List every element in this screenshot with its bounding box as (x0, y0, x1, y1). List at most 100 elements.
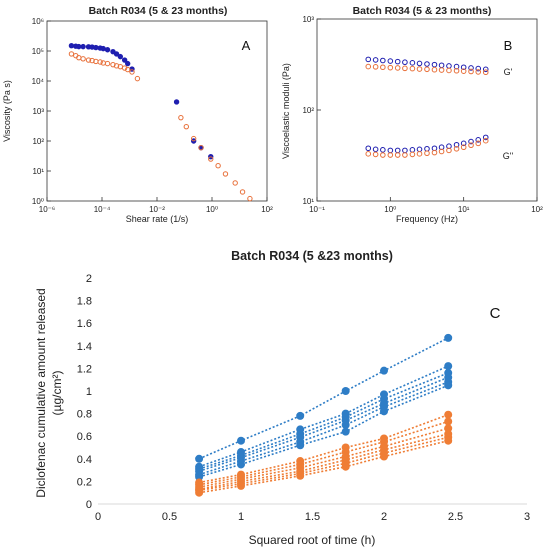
panel-b-point (468, 68, 474, 75)
panel-c-ytick-label: 0.2 (77, 476, 92, 488)
panel-b-point (453, 145, 460, 152)
panel-b-chart: Batch R034 (5 & 23 months) B G' G'' Freq… (281, 5, 543, 224)
panel-b-point (460, 64, 467, 71)
panel-c-point (444, 417, 453, 426)
panel-c-xtick-label: 1.5 (305, 511, 320, 523)
panel-b-point (409, 60, 416, 66)
panel-a-ytick-label: 10⁴ (32, 77, 45, 86)
panel-c-point (341, 462, 350, 471)
panel-b-point (475, 65, 482, 72)
panel-b-point (446, 67, 452, 74)
panel-a-xlabel: Shear rate (1/s) (126, 214, 189, 224)
panel-a-xtick-label: 10⁻⁴ (94, 205, 111, 214)
panel-a-point (215, 163, 221, 169)
panel-a-xtick-label: 10⁻² (149, 205, 165, 214)
panel-a-point (100, 45, 106, 52)
panel-c-ytick-label: 1.2 (77, 363, 92, 375)
panel-c-point (380, 366, 388, 375)
panel-b-point (416, 151, 423, 157)
panel-a-point (134, 75, 141, 82)
panel-c-ytick-label: 0.8 (77, 409, 92, 421)
panel-c-xtick-label: 0.5 (162, 511, 177, 523)
panel-a-xtick-label: 10² (261, 205, 273, 214)
panel-b-point (460, 140, 467, 147)
panel-b-ylabel: Viscoelastic moduli (Pa) (281, 63, 291, 159)
panel-c-series-line (198, 413, 449, 484)
panel-c-point (444, 410, 453, 419)
panel-a-point (247, 195, 253, 202)
panel-b-point (482, 66, 489, 73)
panel-b-point (446, 63, 452, 69)
panel-c-point (444, 381, 453, 390)
panel-b-point (365, 151, 372, 157)
panel-b-point (387, 58, 394, 64)
panel-b-point (372, 64, 379, 70)
panel-a-point (222, 171, 229, 177)
panel-b-point (446, 147, 452, 154)
panel-a-point (117, 53, 124, 60)
panel-b-point (424, 66, 430, 73)
panel-b-ytick-label: 10¹ (302, 197, 314, 206)
panel-b-point (475, 137, 482, 143)
panel-b-point (431, 66, 438, 73)
panel-c-point (380, 452, 388, 461)
panel-c-point (380, 407, 388, 416)
panel-a-point (129, 69, 135, 75)
panel-c-label: C (490, 305, 501, 322)
panel-b-point (380, 152, 386, 158)
panel-b-ytick-label: 10³ (302, 15, 314, 24)
panel-b-xtick-label: 10⁻¹ (309, 205, 325, 214)
panel-a-point (80, 56, 86, 62)
panel-b-point (431, 149, 438, 156)
panel-b-point (438, 148, 445, 155)
panel-a-ytick-label: 10³ (32, 107, 44, 116)
panel-b-point (394, 65, 401, 71)
panel-b-point (365, 63, 372, 70)
panel-b-xtick-label: 10⁰ (384, 205, 396, 214)
panel-a-xtick-label: 10⁰ (206, 205, 218, 214)
panel-b-point (475, 69, 482, 75)
panel-a-ytick-label: 10⁰ (32, 197, 44, 206)
panel-c-title: Batch R034 (5 &23 months) (231, 249, 393, 263)
panel-b-point (438, 62, 445, 69)
panel-b-point (468, 65, 474, 71)
panel-b-point (460, 68, 467, 74)
panel-a-point (124, 66, 131, 73)
panel-b-point (402, 152, 408, 158)
panel-a-point (198, 144, 204, 151)
panel-b-point (482, 134, 489, 141)
panel-b-point (424, 61, 430, 67)
panel-c-point (341, 420, 350, 429)
panel-c-point (341, 387, 350, 395)
panel-c-ylabel-line1: Diclofenac cumulative amount released (34, 288, 48, 497)
panel-c-series-line (198, 384, 449, 478)
panel-a-point (232, 180, 238, 186)
panel-a-ytick-label: 10⁶ (32, 17, 44, 26)
panel-c-point (237, 481, 245, 490)
panel-b-point (416, 66, 423, 72)
panel-a-point (76, 43, 82, 50)
panel-b-point (372, 151, 379, 158)
panel-c-point (444, 436, 453, 445)
panel-a-point (104, 47, 111, 53)
panel-b-point (402, 147, 408, 154)
panel-a-point (113, 51, 120, 57)
panel-c-point (296, 441, 305, 450)
panel-b-title: Batch R034 (5 & 23 months) (353, 5, 492, 17)
panel-b-point (402, 59, 408, 66)
panel-a-chart: Batch R034 (5 & 23 months) A Shear rate … (2, 5, 273, 224)
panel-c-point (444, 333, 453, 342)
panel-a-point (104, 60, 111, 67)
panel-b-point (380, 57, 386, 64)
panel-c-ylabel-line2: (µg/cm²) (50, 371, 64, 416)
panel-c-point (296, 471, 305, 480)
panel-c-ytick-label: 2 (86, 273, 92, 285)
panel-b-point (409, 147, 416, 153)
panel-c-ytick-label: 1.4 (77, 341, 92, 353)
panel-a-point (239, 189, 246, 195)
panel-a-point (183, 123, 190, 130)
panel-a-point (80, 43, 86, 50)
panel-a-point (121, 65, 128, 71)
panel-b-point (387, 64, 394, 71)
